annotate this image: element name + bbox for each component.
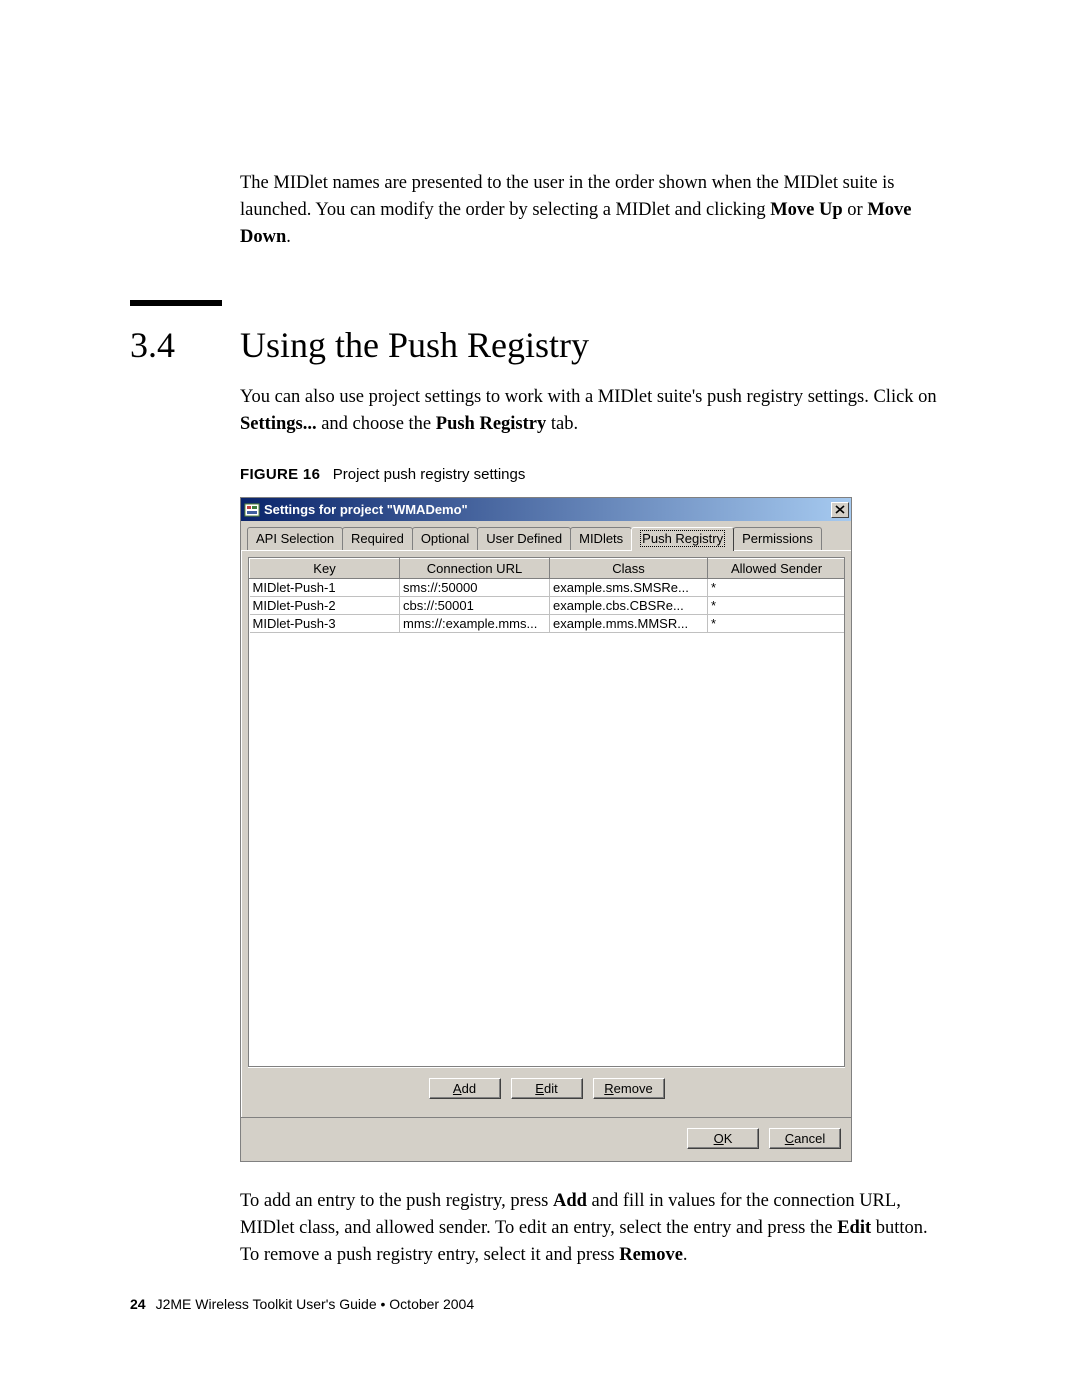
tabstrip: API SelectionRequiredOptionalUser Define… [241, 521, 851, 551]
tab-midlets[interactable]: MIDlets [570, 527, 632, 550]
section-rule [130, 300, 222, 306]
cancel-button[interactable]: Cancel [769, 1128, 841, 1149]
edit-button[interactable]: Edit [511, 1078, 583, 1099]
section-heading: 3.4Using the Push Registry [130, 324, 950, 366]
tab-required[interactable]: Required [342, 527, 413, 550]
after-paragraph: To add an entry to the push registry, pr… [240, 1188, 950, 1268]
column-header[interactable]: Allowed Sender [708, 559, 846, 579]
settings-dialog: Settings for project "WMADemo" API Selec… [240, 497, 852, 1162]
tab-push-registry[interactable]: Push Registry [631, 527, 734, 551]
push-registry-table[interactable]: KeyConnection URLClassAllowed SenderMIDl… [248, 557, 845, 1067]
page-footer: 24 J2ME Wireless Toolkit User's Guide • O… [130, 1296, 474, 1312]
tab-permissions[interactable]: Permissions [733, 527, 822, 550]
page-number: 24 [130, 1296, 146, 1312]
tab-optional[interactable]: Optional [412, 527, 478, 550]
section-bold-pushregistry: Push Registry [436, 414, 547, 434]
intro-bold-moveup: Move Up [770, 200, 842, 220]
table-row[interactable]: MIDlet-Push-3mms://:example.mms...exampl… [250, 615, 846, 633]
figure-caption-text: Project push registry settings [333, 466, 526, 483]
tab-user-defined[interactable]: User Defined [477, 527, 571, 550]
after-bold-remove: Remove [619, 1245, 683, 1265]
add-button[interactable]: Add [429, 1078, 501, 1099]
titlebar: Settings for project "WMADemo" [241, 498, 851, 521]
column-header[interactable]: Key [250, 559, 400, 579]
after-bold-edit: Edit [837, 1218, 871, 1238]
tab-api-selection[interactable]: API Selection [247, 527, 343, 550]
section-bold-settings: Settings... [240, 414, 317, 434]
app-icon [244, 502, 260, 518]
tab-panel-pushregistry: KeyConnection URLClassAllowed SenderMIDl… [241, 551, 851, 1117]
ok-button[interactable]: OK [687, 1128, 759, 1149]
after-bold-add: Add [553, 1191, 587, 1211]
figure-label: FIGURE 16 [240, 466, 320, 483]
table-row[interactable]: MIDlet-Push-2cbs://:50001example.cbs.CBS… [250, 597, 846, 615]
section-number: 3.4 [130, 324, 240, 366]
remove-button[interactable]: Remove [593, 1078, 665, 1099]
table-buttons: Add Edit Remove [248, 1067, 845, 1111]
footer-text: J2ME Wireless Toolkit User's Guide • Oct… [156, 1296, 475, 1312]
figure-caption: FIGURE 16 Project push registry settings [240, 466, 950, 483]
section-title: Using the Push Registry [240, 325, 589, 365]
dialog-footer: OK Cancel [241, 1117, 851, 1161]
close-button[interactable] [831, 502, 849, 518]
dialog-title: Settings for project "WMADemo" [264, 502, 468, 517]
column-header[interactable]: Connection URL [400, 559, 550, 579]
section-paragraph: You can also use project settings to wor… [240, 384, 950, 438]
column-header[interactable]: Class [550, 559, 708, 579]
intro-paragraph: The MIDlet names are presented to the us… [240, 170, 950, 250]
table-row[interactable]: MIDlet-Push-1sms://:50000example.sms.SMS… [250, 579, 846, 597]
